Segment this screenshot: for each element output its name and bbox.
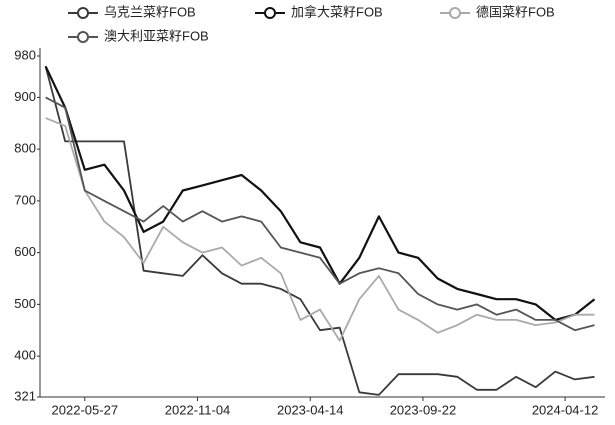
x-tick-label: 2024-04-12	[532, 402, 599, 417]
series-line	[44, 66, 595, 396]
y-tick-label: 400	[14, 348, 36, 363]
y-tick-label: 700	[14, 192, 36, 207]
legend-marker	[77, 31, 89, 43]
x-tick-label: 2023-09-22	[390, 402, 457, 417]
y-tick-label: 321	[14, 388, 36, 403]
legend-marker	[264, 7, 276, 19]
legend-label: 乌克兰菜籽FOB	[104, 4, 196, 19]
legend-label: 德国菜籽FOB	[476, 4, 555, 19]
x-tick-label: 2022-11-04	[165, 402, 231, 417]
y-tick-label: 500	[14, 296, 36, 311]
y-tick-label: 980	[14, 47, 36, 62]
legend-label: 加拿大菜籽FOB	[291, 4, 383, 19]
y-tick-label: 800	[14, 141, 36, 156]
legend-marker	[77, 7, 89, 19]
series-line	[45, 117, 595, 342]
x-tick-label: 2023-04-14	[277, 402, 344, 417]
legend-marker	[449, 7, 461, 19]
series-line	[45, 96, 595, 332]
series-line	[44, 65, 596, 321]
y-tick-label: 900	[14, 89, 36, 104]
legend-label: 澳大利亚菜籽FOB	[104, 28, 209, 43]
y-tick-label: 600	[14, 244, 36, 259]
x-tick-label: 2022-05-27	[52, 402, 119, 417]
